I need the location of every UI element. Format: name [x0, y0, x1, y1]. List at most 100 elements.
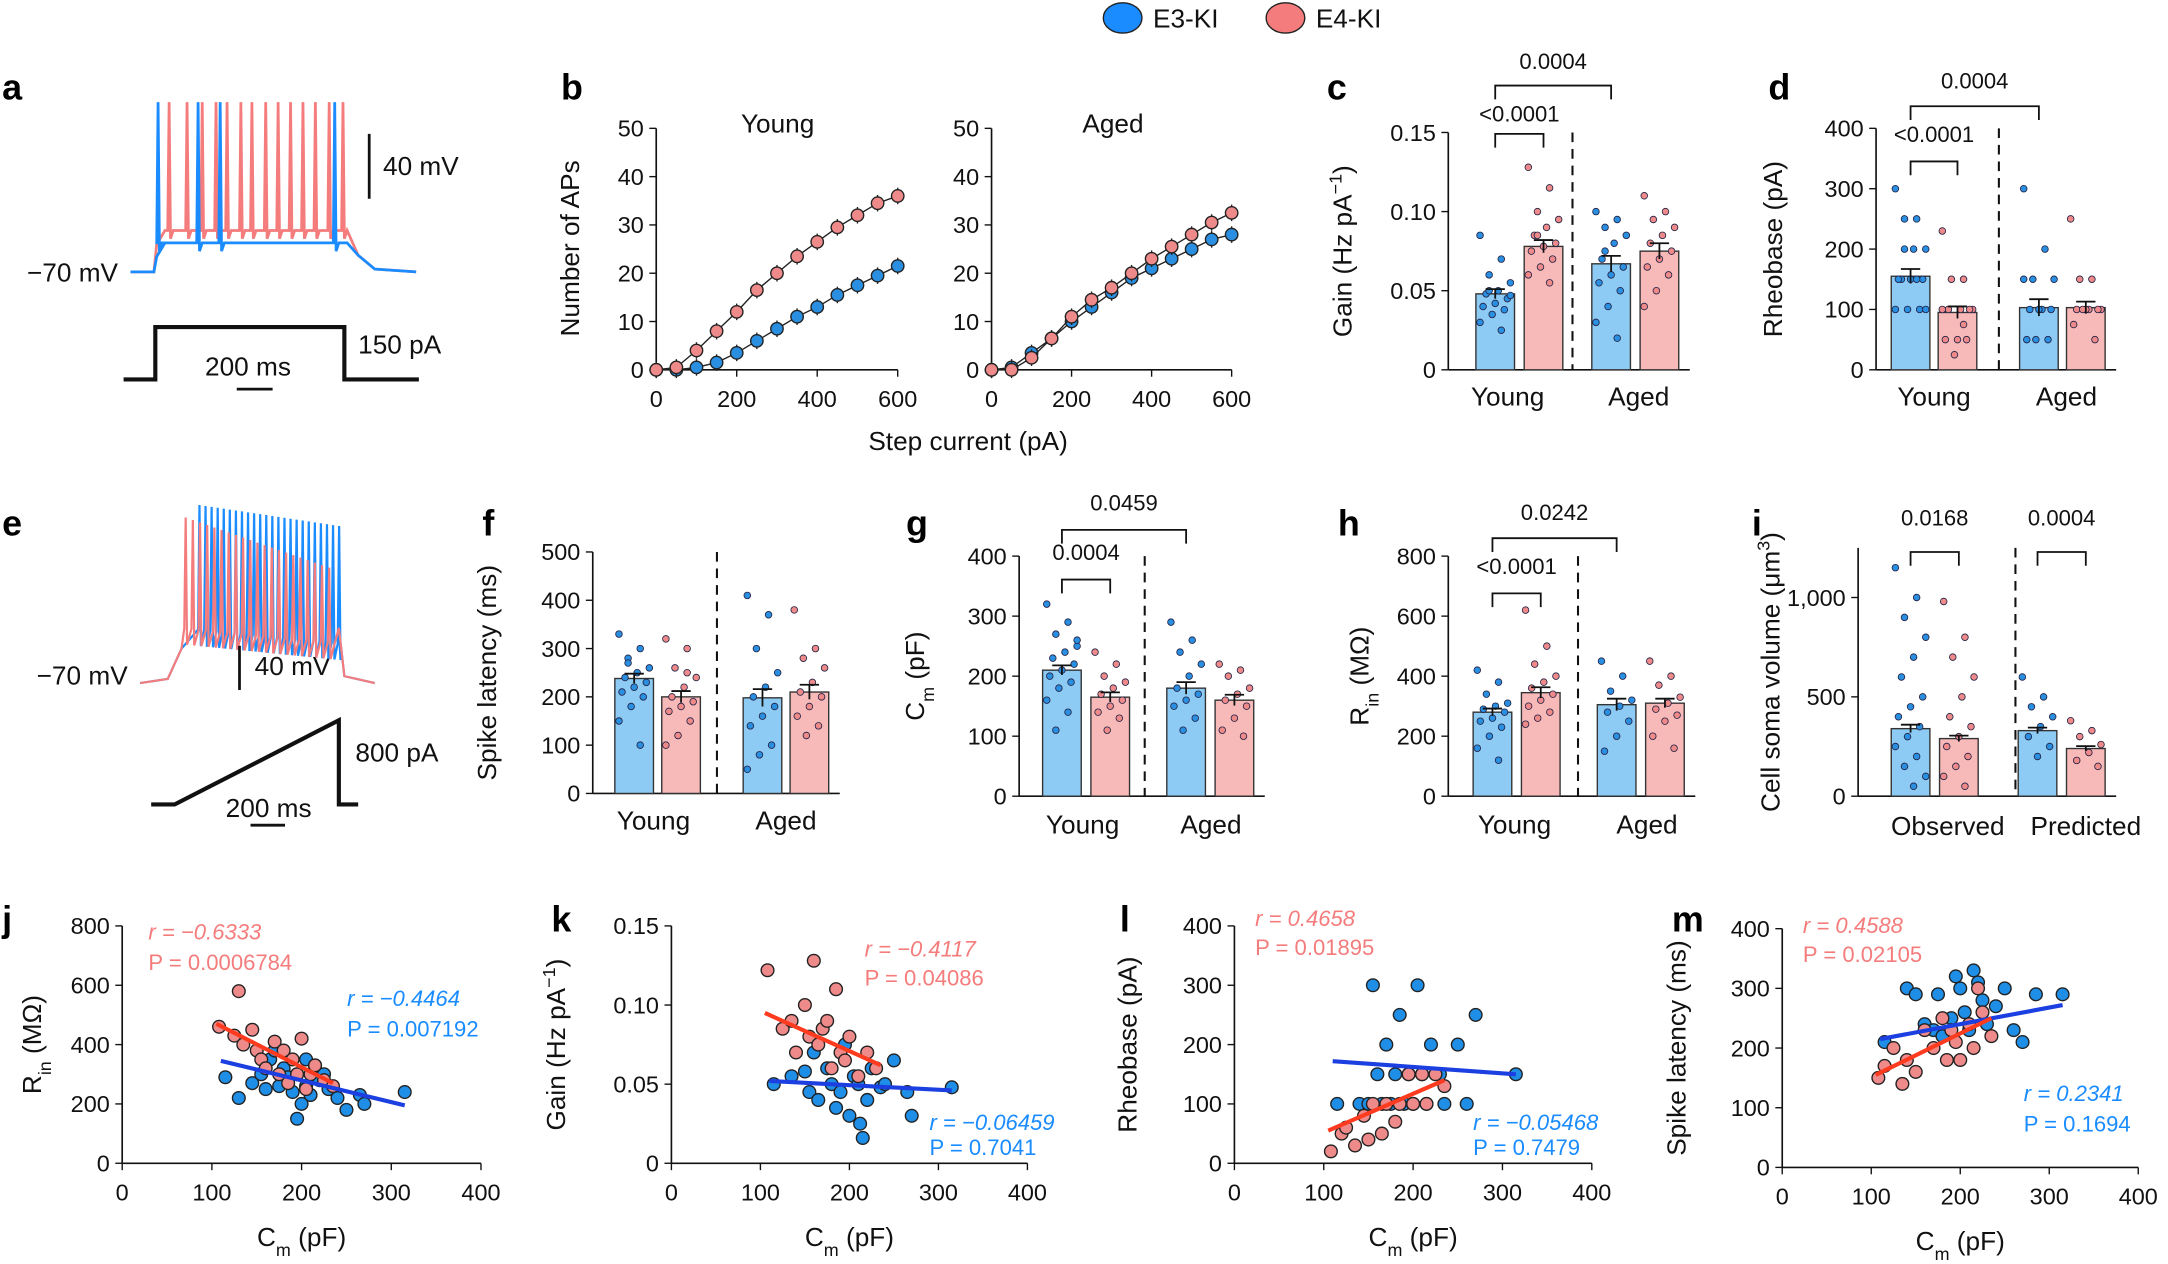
data-point [2024, 732, 2033, 741]
label-rest: (pF) [1402, 1222, 1457, 1252]
y-tick-label: 100 [968, 723, 1007, 749]
y-axis-label: Spike latency (ms) [472, 565, 502, 781]
y-tick-label: 300 [1825, 176, 1864, 202]
panel-label-d: d [1768, 67, 1790, 107]
data-point [1607, 271, 1615, 279]
subplot-young: 0 10 20 30 40 50 0 200 400 600 Young [618, 108, 918, 412]
data-point [290, 1111, 305, 1126]
data-point [1948, 969, 1963, 984]
data-point [788, 1045, 804, 1060]
current-label: 150 pA [358, 329, 442, 359]
data-point [1204, 232, 1219, 247]
data-point [1962, 335, 1971, 344]
y-tick-label: 30 [618, 212, 644, 238]
correlation-r: r = −0.4117 [865, 936, 977, 961]
data-point [1900, 245, 1909, 253]
data-point [1597, 657, 1606, 665]
data-point [1946, 713, 1954, 721]
data-point [2015, 1035, 2030, 1050]
data-point [1551, 239, 1560, 247]
bar [1890, 275, 1931, 371]
regression-line [769, 1078, 952, 1093]
voltage-label: −70 mV [27, 258, 119, 288]
data-point [830, 288, 845, 302]
y-tick-label: 40 [618, 164, 644, 190]
data-point [1204, 215, 1219, 230]
category-label: Young [1046, 809, 1119, 839]
label-main: R [1344, 707, 1374, 726]
data-point [1961, 633, 1969, 641]
data-point [1613, 215, 1621, 224]
correlation-p: P = 0.04086 [865, 965, 984, 990]
data-point [1953, 335, 1962, 344]
data-point [1975, 993, 1990, 1008]
data-point [1533, 714, 1542, 722]
data-point [1218, 726, 1226, 734]
panel-label-i: i [1752, 503, 1762, 543]
regression-line [764, 1011, 882, 1068]
data-point [2097, 740, 2105, 749]
data-point [1406, 1096, 1421, 1111]
y-tick-label: 100 [1825, 297, 1864, 323]
data-point [636, 644, 644, 653]
category-label: Young [1471, 382, 1544, 412]
data-point [1618, 672, 1627, 680]
data-point [770, 321, 784, 336]
y-tick-label: 400 [968, 543, 1007, 569]
data-point [1230, 714, 1239, 722]
data-point [245, 1076, 260, 1091]
data-point [1224, 672, 1233, 680]
x-axis-label: Cm (pF) [805, 1222, 894, 1260]
y-tick-label: 100 [1183, 1091, 1222, 1117]
chart-m: 0 100 200 300 400 0 100 200 300 400 Spike latency … [1662, 913, 2158, 1264]
data-point [830, 220, 845, 235]
significance-bracket [1494, 132, 1545, 148]
p-value-label: 0.0168 [1901, 506, 1968, 531]
data-point [1185, 672, 1193, 680]
data-point [1625, 717, 1633, 725]
data-point [2088, 726, 2096, 735]
chart-d: 0 100 200 300 400 Young Aged Rheobase (pA) <0.00… [1758, 68, 2117, 412]
data-point [1043, 696, 1051, 704]
significance-bracket [1494, 84, 1613, 100]
y-tick-label: 1,000 [1787, 585, 1846, 611]
data-point [1070, 660, 1078, 668]
x-tick-label: 0 [985, 386, 998, 412]
correlation-r: r = −0.4464 [347, 986, 460, 1011]
data-point [1953, 981, 1968, 996]
data-point [1052, 726, 1060, 734]
label-subscript: m [1387, 1240, 1402, 1260]
data-point [1527, 684, 1536, 692]
data-point [1545, 184, 1554, 192]
data-point [2028, 987, 2043, 1002]
data-point [2055, 987, 2070, 1002]
x-tick-label: 0 [116, 1180, 129, 1206]
data-point [1628, 696, 1636, 704]
data-point [1215, 660, 1223, 668]
y-axis-label: Rin (MΩ) [1344, 627, 1382, 726]
data-point [709, 324, 724, 339]
data-point [1903, 732, 1912, 741]
data-point [1646, 657, 1654, 665]
data-point [1488, 310, 1496, 319]
p-value-label: 0.0004 [1941, 68, 2008, 93]
data-point [1643, 263, 1652, 271]
category-label: Aged [1180, 809, 1241, 839]
label-rest: (pF) [291, 1222, 346, 1252]
data-point [2033, 752, 2042, 761]
data-point [729, 346, 744, 360]
data-point [1024, 350, 1039, 365]
data-point [2085, 748, 2093, 757]
data-point [1239, 732, 1248, 740]
x-tick-label: 0 [1776, 1184, 1789, 1210]
data-point [1930, 987, 1946, 1002]
y-tick-label: 0 [1757, 1155, 1770, 1181]
data-point [984, 362, 999, 377]
data-point [1610, 239, 1618, 247]
significance-bracket [1061, 578, 1112, 594]
y-axis-label: Number of APs [555, 160, 585, 336]
label-subscript: m [918, 687, 938, 702]
data-point [1967, 722, 1975, 731]
label-main: Gain (Hz pA [1328, 194, 1358, 337]
label-rest: ) [541, 959, 571, 968]
